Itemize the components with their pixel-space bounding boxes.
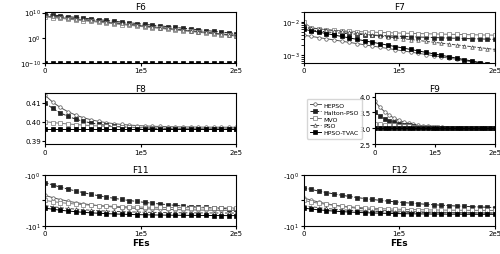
Title: F12: F12: [391, 166, 407, 174]
X-axis label: FEs: FEs: [390, 237, 408, 247]
X-axis label: FEs: FEs: [132, 237, 150, 247]
Title: F7: F7: [394, 3, 404, 12]
Title: F8: F8: [136, 84, 146, 93]
Title: F6: F6: [136, 3, 146, 12]
Legend: HEPSO, Halton-PSO, MVO, PSO, HPSO-TVAC: HEPSO, Halton-PSO, MVO, PSO, HPSO-TVAC: [306, 100, 362, 139]
Title: F11: F11: [132, 166, 149, 174]
Title: F9: F9: [430, 84, 440, 93]
